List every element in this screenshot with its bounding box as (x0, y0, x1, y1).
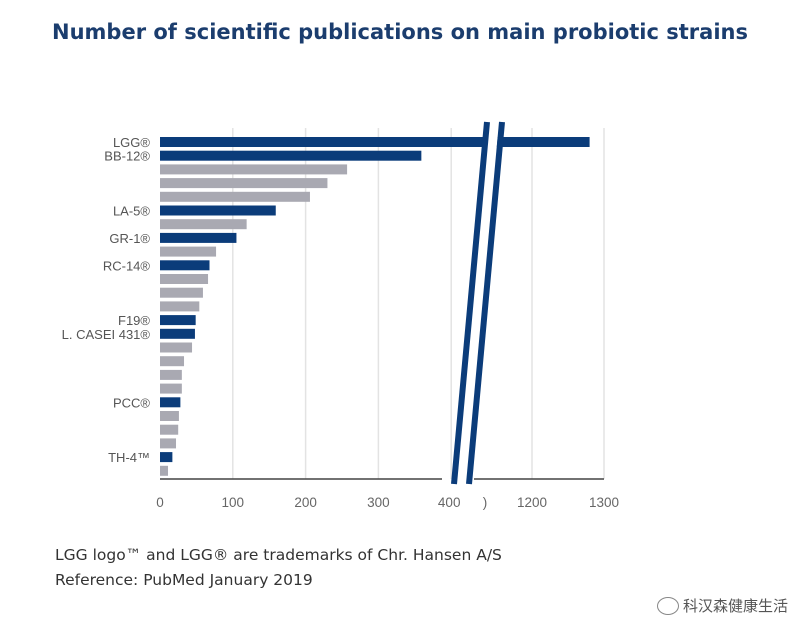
bar (160, 411, 179, 421)
bar (160, 191, 310, 202)
bar (160, 260, 210, 271)
bar (160, 397, 181, 408)
x-tick-label: 0 (156, 495, 164, 510)
bar (160, 328, 195, 339)
trademark-note: LGG logo™ and LGG® are trademarks of Chr… (55, 546, 502, 564)
bar (160, 356, 185, 367)
bar-label: BB-12® (104, 149, 150, 164)
x-tick-label: 400 (438, 495, 461, 510)
bar-label: PCC® (113, 395, 150, 410)
bar-label: GR-1® (109, 231, 150, 246)
bar (160, 342, 193, 353)
bar (160, 438, 177, 449)
bar (160, 287, 203, 298)
axis-break-line (451, 121, 490, 485)
bar (160, 369, 182, 380)
chart-title: Number of scientific publications on mai… (52, 20, 748, 44)
x-tick-label: 1300 (589, 495, 619, 510)
watermark: 科汉森健康生活 (656, 595, 788, 616)
bar (160, 315, 196, 326)
wechat-icon (656, 596, 679, 615)
bar (160, 465, 169, 476)
bar-label: F19® (118, 313, 150, 328)
x-tick-label: 300 (367, 495, 390, 510)
bar (160, 232, 237, 243)
watermark-text: 科汉森健康生活 (682, 597, 788, 615)
bar-label: RC-14® (103, 258, 151, 273)
bar (160, 219, 247, 230)
bar (160, 383, 182, 394)
bar (160, 301, 200, 312)
x-tick-label: 200 (294, 495, 317, 510)
bar (160, 178, 328, 189)
x-tick-label: 100 (222, 495, 245, 510)
bar-label: L. CASEI 431® (62, 327, 151, 342)
bar (160, 150, 422, 161)
axis-break-line (466, 121, 505, 485)
x-tick-label: ) (483, 495, 488, 510)
bar (160, 246, 217, 257)
bar (160, 205, 276, 216)
bar (160, 164, 348, 175)
reference-note: Reference: PubMed January 2019 (55, 571, 313, 589)
bar-label: LA-5® (113, 204, 150, 219)
bar (160, 137, 590, 147)
bar (160, 424, 179, 435)
bar-label: LGG® (113, 135, 150, 150)
bar (160, 452, 173, 463)
bar (160, 274, 209, 284)
x-tick-label: 1200 (517, 495, 547, 510)
bar-label: TH-4™ (108, 450, 150, 465)
